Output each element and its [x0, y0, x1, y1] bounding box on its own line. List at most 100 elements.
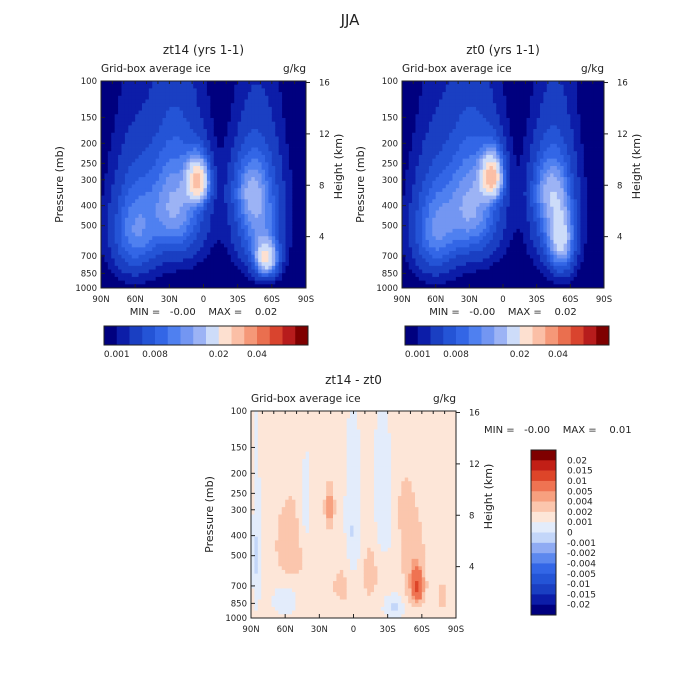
- heatmap-cell: [230, 258, 235, 263]
- heatmap-cell: [234, 136, 239, 141]
- heatmap-cell: [275, 177, 280, 182]
- heatmap-cell: [114, 184, 119, 189]
- heatmap-cell: [152, 247, 157, 252]
- heatmap-cell: [455, 269, 460, 274]
- heatmap-cell: [101, 273, 105, 278]
- heatmap-cell: [402, 81, 406, 86]
- heatmap-cell: [138, 258, 143, 263]
- heatmap-cell: [118, 217, 122, 222]
- heatmap-cell: [492, 114, 497, 119]
- heatmap-cell: [462, 180, 467, 185]
- heatmap-cell: [224, 284, 228, 289]
- heatmap-cell: [486, 180, 490, 185]
- heatmap-cell: [422, 254, 426, 259]
- heatmap-cell: [101, 254, 105, 259]
- heatmap-cell: [142, 84, 146, 89]
- heatmap-cell: [442, 99, 447, 104]
- heatmap-cell: [234, 162, 239, 167]
- heatmap-cell: [268, 262, 273, 267]
- heatmap-cell: [203, 151, 208, 156]
- heatmap-cell: [261, 110, 266, 115]
- heatmap-cell: [425, 195, 430, 200]
- heatmap-cell: [265, 125, 269, 130]
- heatmap-cell: [247, 184, 252, 189]
- heatmap-cell: [210, 221, 215, 226]
- heatmap-cell: [302, 269, 307, 274]
- heatmap-cell: [128, 114, 133, 119]
- heatmap-cell: [179, 247, 184, 252]
- heatmap-cell: [432, 121, 437, 126]
- heatmap-cell: [145, 147, 150, 152]
- heatmap-cell: [230, 254, 235, 259]
- heatmap-cell: [455, 147, 460, 152]
- heatmap-cell: [422, 99, 426, 104]
- heatmap-cell: [138, 254, 143, 259]
- heatmap-cell: [292, 106, 297, 111]
- heatmap-cell: [176, 158, 180, 163]
- heatmap-cell: [439, 103, 443, 108]
- heatmap-cell: [135, 110, 139, 115]
- heatmap-cell: [422, 284, 426, 289]
- heatmap-cell: [183, 147, 187, 152]
- heatmap-cell: [104, 180, 109, 185]
- heatmap-cell: [418, 147, 423, 152]
- heatmap-cell: [299, 84, 303, 89]
- heatmap-cell: [292, 254, 297, 259]
- heatmap-cell: [459, 221, 463, 226]
- heatmap-cell: [449, 177, 453, 182]
- heatmap-cell: [118, 254, 122, 259]
- heatmap-cell: [462, 210, 467, 215]
- heatmap-cell: [275, 84, 280, 89]
- heatmap-cell: [111, 284, 116, 289]
- heatmap-cell: [206, 191, 211, 196]
- heatmap-cell: [469, 184, 474, 189]
- heatmap-cell: [155, 265, 160, 270]
- heatmap-cell: [172, 129, 177, 134]
- heatmap-cell: [425, 210, 430, 215]
- heatmap-cell: [138, 228, 143, 233]
- heatmap-cell: [121, 129, 126, 134]
- heatmap-cell: [258, 129, 262, 134]
- heatmap-cell: [213, 236, 218, 241]
- figure-title: JJA: [340, 11, 361, 29]
- heatmap-cell: [479, 276, 484, 282]
- heatmap-cell: [405, 206, 410, 211]
- heatmap-cell: [435, 243, 440, 248]
- heatmap-cell: [142, 151, 146, 156]
- heatmap-cell: [227, 180, 232, 185]
- heatmap-cell: [169, 239, 174, 245]
- heatmap-cell: [145, 88, 150, 93]
- heatmap-cell: [299, 206, 303, 211]
- heatmap-cell: [442, 262, 447, 267]
- heatmap-cell: [469, 188, 474, 193]
- heatmap-cell: [138, 99, 143, 104]
- heatmap-cell: [405, 199, 410, 204]
- heatmap-cell: [247, 276, 252, 282]
- heatmap-cell: [295, 199, 300, 204]
- heatmap-cell: [435, 221, 440, 226]
- heatmap-cell: [101, 162, 105, 167]
- heatmap-cell: [135, 217, 139, 222]
- heatmap-cell: [138, 225, 143, 230]
- heatmap-cell: [165, 239, 170, 245]
- heatmap-cell: [131, 154, 136, 160]
- heatmap-cell: [227, 225, 232, 230]
- heatmap-cell: [210, 84, 215, 89]
- heatmap-cell: [271, 95, 276, 100]
- heatmap-cell: [237, 121, 242, 126]
- heatmap-cell: [445, 132, 450, 137]
- heatmap-cell: [217, 158, 221, 163]
- heatmap-cell: [482, 143, 487, 148]
- heatmap-cell: [189, 225, 194, 230]
- heatmap-cell: [486, 143, 490, 148]
- heatmap-cell: [111, 228, 116, 233]
- heatmap-cell: [486, 273, 490, 278]
- heatmap-cell: [292, 239, 297, 245]
- heatmap-cell: [148, 158, 153, 163]
- heatmap-cell: [172, 247, 177, 252]
- heatmap-cell: [465, 162, 470, 167]
- heatmap-cell: [402, 225, 406, 230]
- heatmap-cell: [104, 276, 109, 282]
- heatmap-cell: [114, 243, 119, 248]
- heatmap-cell: [200, 202, 204, 208]
